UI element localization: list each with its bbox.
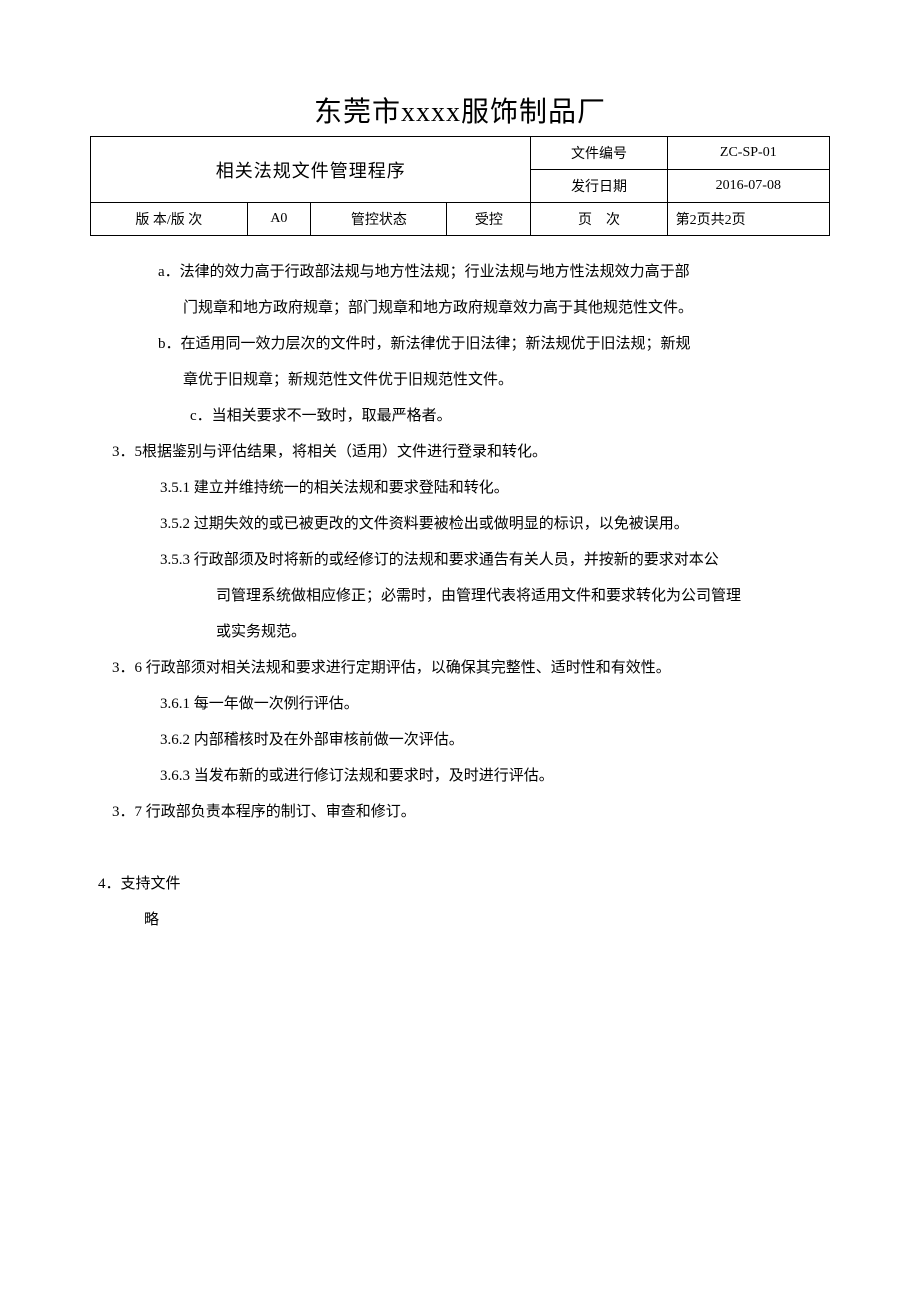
- version-value: A0: [247, 203, 311, 236]
- para-3-5-3-cont1: 司管理系统做相应修正；必需时，由管理代表将适用文件和要求转化为公司管理: [98, 578, 822, 614]
- para-4-body: 略: [98, 902, 822, 938]
- para-3-6-2: 3.6.2 内部稽核时及在外部审核前做一次评估。: [98, 722, 822, 758]
- para-a: a．法律的效力高于行政部法规与地方性法规；行业法规与地方性法规效力高于部: [98, 254, 822, 290]
- para-b-cont: 章优于旧规章；新规范性文件优于旧规范性文件。: [98, 362, 822, 398]
- doc-no-label: 文件编号: [531, 137, 667, 170]
- para-3-5-2: 3.5.2 过期失效的或已被更改的文件资料要被检出或做明显的标识，以免被误用。: [98, 506, 822, 542]
- para-3-5-3-cont2: 或实务规范。: [98, 614, 822, 650]
- para-3-5-3: 3.5.3 行政部须及时将新的或经修订的法规和要求通告有关人员，并按新的要求对本…: [98, 542, 822, 578]
- doc-no-value: ZC-SP-01: [667, 137, 829, 170]
- control-status-value: 受控: [447, 203, 531, 236]
- para-b: b．在适用同一效力层次的文件时，新法律优于旧法律；新法规优于旧法规；新规: [98, 326, 822, 362]
- para-3-7: 3．7 行政部负责本程序的制订、审查和修订。: [98, 794, 822, 830]
- para-3-6-1: 3.6.1 每一年做一次例行评估。: [98, 686, 822, 722]
- version-label: 版 本/版 次: [91, 203, 248, 236]
- company-title: 东莞市xxxx服饰制品厂: [90, 90, 830, 136]
- para-3-5-1: 3.5.1 建立并维持统一的相关法规和要求登陆和转化。: [98, 470, 822, 506]
- para-3-6: 3．6 行政部须对相关法规和要求进行定期评估，以确保其完整性、适时性和有效性。: [98, 650, 822, 686]
- page-label: 页 次: [531, 203, 667, 236]
- page-value: 第2页共2页: [667, 203, 829, 236]
- para-3-5: 3．5根据鉴别与评估结果，将相关（适用）文件进行登录和转化。: [98, 434, 822, 470]
- para-4: 4．支持文件: [98, 866, 822, 902]
- control-status-label: 管控状态: [311, 203, 447, 236]
- document-body: a．法律的效力高于行政部法规与地方性法规；行业法规与地方性法规效力高于部 门规章…: [90, 246, 830, 938]
- issue-date-label: 发行日期: [531, 170, 667, 203]
- para-c: c．当相关要求不一致时，取最严格者。: [98, 398, 822, 434]
- doc-name: 相关法规文件管理程序: [91, 137, 531, 203]
- para-a-cont: 门规章和地方政府规章；部门规章和地方政府规章效力高于其他规范性文件。: [98, 290, 822, 326]
- para-3-6-3: 3.6.3 当发布新的或进行修订法规和要求时，及时进行评估。: [98, 758, 822, 794]
- issue-date-value: 2016-07-08: [667, 170, 829, 203]
- document-header-table: 相关法规文件管理程序 文件编号 ZC-SP-01 发行日期 2016-07-08…: [90, 136, 830, 236]
